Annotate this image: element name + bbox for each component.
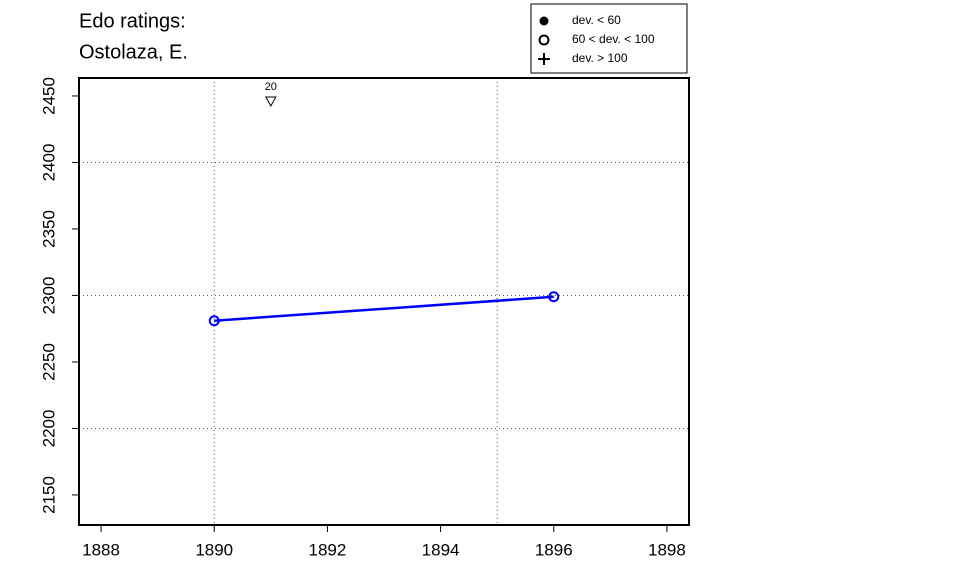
legend-box — [530, 3, 688, 74]
legend-label: 60 < dev. < 100 — [572, 32, 655, 46]
x-tick-label: 1892 — [308, 540, 346, 559]
legend-marker — [538, 34, 550, 46]
x-tick-label: 1894 — [422, 540, 460, 559]
point — [208, 315, 220, 327]
point — [548, 291, 560, 303]
x-tick-label: 1890 — [195, 540, 233, 559]
y-tick-label: 2150 — [39, 476, 58, 514]
line — [214, 295, 554, 322]
y-tick-label: 2250 — [39, 343, 58, 381]
chart-title: Ostolaza, E. — [79, 41, 188, 63]
annotation-label: 20 — [265, 81, 277, 93]
y-tick-label: 2400 — [39, 144, 58, 182]
y-tick-label: 2350 — [39, 210, 58, 248]
legend-label: dev. > 100 — [572, 51, 628, 65]
legend-marker — [539, 16, 549, 26]
y-tick-label: 2450 — [39, 77, 58, 115]
x-tick-label: 1888 — [82, 540, 120, 559]
legend-marker — [538, 53, 550, 65]
x-tick-label: 1896 — [535, 540, 573, 559]
chart-title: Edo ratings: — [79, 10, 186, 32]
x-tick-label: 1898 — [648, 540, 686, 559]
y-tick-label: 2200 — [39, 410, 58, 448]
y-tick-label: 2300 — [39, 277, 58, 315]
plot-frame — [78, 77, 690, 526]
off-scale-marker — [264, 96, 277, 108]
legend-label: dev. < 60 — [572, 13, 621, 27]
